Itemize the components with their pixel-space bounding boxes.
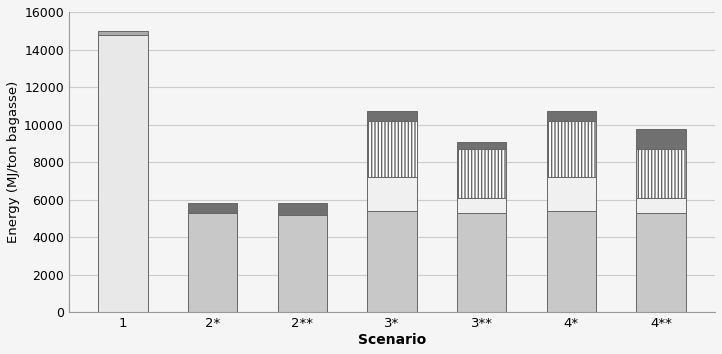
Bar xyxy=(457,213,506,313)
Bar xyxy=(188,202,238,213)
Bar xyxy=(98,31,147,35)
Bar xyxy=(457,198,506,213)
Bar xyxy=(277,215,327,313)
Bar xyxy=(547,110,596,121)
Bar xyxy=(547,121,596,177)
Bar xyxy=(547,211,596,313)
Bar xyxy=(636,129,686,149)
Bar xyxy=(188,213,238,313)
X-axis label: Scenario: Scenario xyxy=(358,333,426,347)
Bar xyxy=(547,177,596,211)
Bar xyxy=(277,204,327,215)
Bar xyxy=(367,211,417,313)
Bar xyxy=(367,110,417,121)
Bar xyxy=(367,121,417,177)
Bar xyxy=(98,35,147,313)
Bar xyxy=(367,177,417,211)
Bar xyxy=(636,149,686,198)
Y-axis label: Energy (MJ/ton bagasse): Energy (MJ/ton bagasse) xyxy=(7,81,20,243)
Bar xyxy=(636,198,686,213)
Bar xyxy=(636,213,686,313)
Bar xyxy=(457,142,506,149)
Bar xyxy=(457,149,506,198)
